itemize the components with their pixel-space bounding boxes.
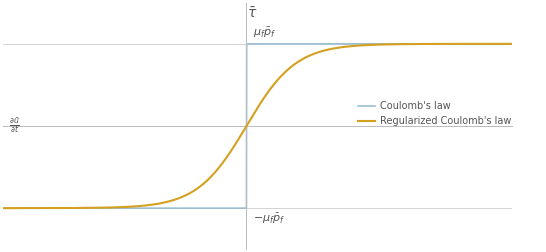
Legend: Coulomb's law, Regularized Coulomb's law: Coulomb's law, Regularized Coulomb's law — [354, 97, 515, 130]
Text: $-\mu_f \bar{p}_f$: $-\mu_f \bar{p}_f$ — [253, 212, 286, 227]
Text: $\bar{\tau}$: $\bar{\tau}$ — [247, 7, 258, 21]
Text: $\mu_f \bar{p}_f$: $\mu_f \bar{p}_f$ — [253, 25, 276, 40]
Text: $\frac{\partial \bar{u}}{\partial t}$: $\frac{\partial \bar{u}}{\partial t}$ — [9, 116, 20, 136]
